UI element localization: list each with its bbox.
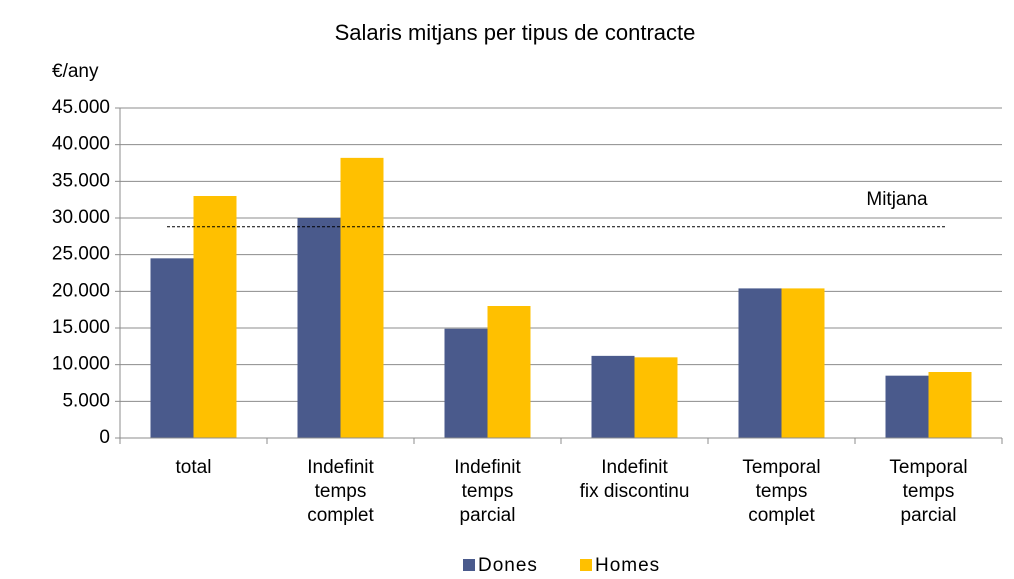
bar [193, 196, 237, 438]
bar [781, 288, 825, 438]
legend-label: Homes [595, 555, 660, 576]
y-tick-label: 40.000 [52, 134, 110, 155]
y-tick-label: 10.000 [52, 354, 110, 375]
bar [634, 357, 678, 438]
x-tick-label: Temporal temps parcial [889, 457, 968, 526]
x-tick-label: total [175, 457, 212, 478]
bar [297, 218, 341, 438]
bar [738, 288, 782, 438]
legend-label: Dones [478, 555, 538, 576]
bar [340, 157, 384, 438]
x-tick-label: Indefinit fix discontinu [579, 457, 690, 502]
y-tick-label: 25.000 [52, 244, 110, 265]
x-tick-label: Indefinit temps complet [307, 457, 374, 526]
y-tick-label: 20.000 [52, 280, 110, 301]
bar [150, 258, 194, 438]
chart-title: Salaris mitjans per tipus de contracte [335, 20, 696, 45]
bar [487, 306, 531, 438]
y-tick-label: 30.000 [52, 207, 110, 228]
y-tick-label: 45.000 [52, 97, 110, 118]
y-tick-label: 5.000 [62, 390, 110, 411]
x-tick-label: Indefinit temps parcial [454, 457, 521, 526]
bar [885, 375, 929, 438]
reference-label: Mitjana [866, 189, 928, 210]
bar [928, 372, 972, 438]
x-tick-label: Temporal temps complet [742, 457, 821, 526]
y-tick-label: 15.000 [52, 317, 110, 338]
legend-swatch [463, 559, 475, 571]
y-tick-label: 35.000 [52, 170, 110, 191]
y-tick-label: 0 [99, 427, 110, 448]
bar [444, 328, 488, 438]
bar [591, 355, 635, 438]
legend-swatch [580, 559, 592, 571]
y-axis-label: €/any [52, 61, 99, 82]
